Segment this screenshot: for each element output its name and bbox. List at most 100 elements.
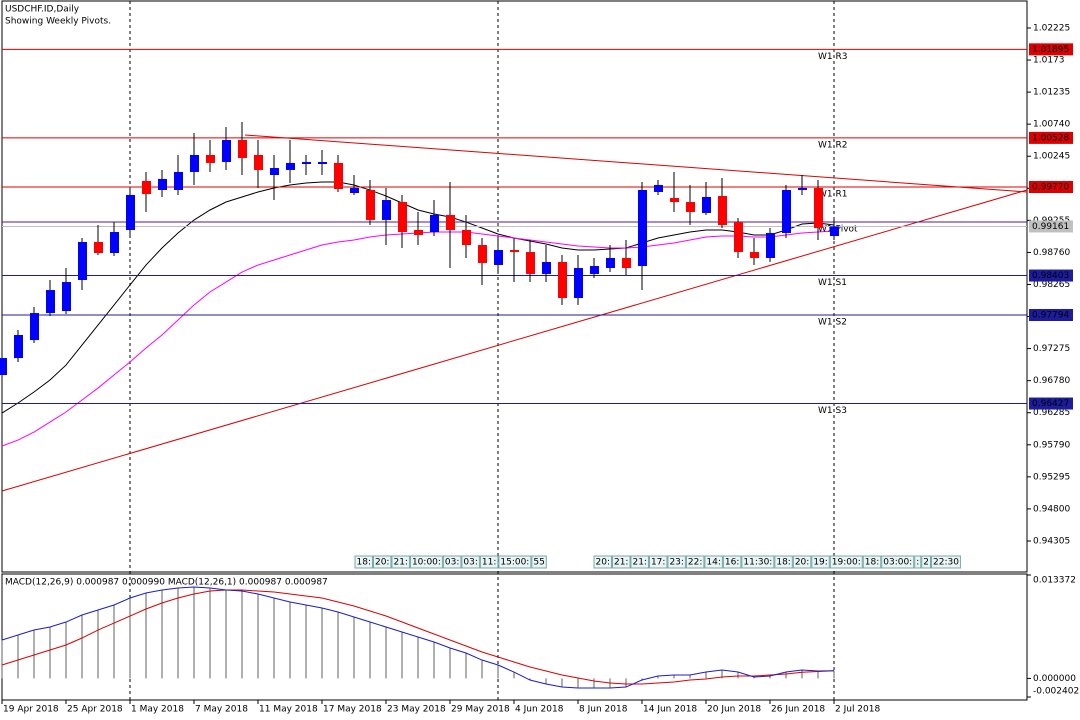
candle-body: [814, 187, 823, 228]
candle-body: [542, 262, 551, 274]
event-label: 19:00:: [832, 558, 861, 568]
macd-line: [1, 589, 835, 685]
candle-body: [590, 266, 599, 274]
trendline: [1, 189, 1028, 492]
x-tick-label: 17 May 2018: [323, 705, 382, 715]
pivot-level-label: W1 R3: [818, 52, 847, 62]
candle-body: [558, 262, 567, 299]
event-label: 10:00:: [412, 558, 441, 568]
event-label: 03:: [445, 558, 459, 568]
event-marker: [479, 555, 499, 569]
candle-body: [206, 154, 215, 163]
candle-body: [766, 232, 775, 258]
y-tick-label: 0.000000: [1033, 674, 1076, 684]
event-marker: [372, 555, 392, 569]
candle-body: [110, 232, 119, 253]
event-marker: [648, 555, 668, 569]
main-panel-frame: [1, 0, 1028, 573]
x-tick-label: 29 May 2018: [451, 705, 510, 715]
event-marker: [611, 555, 631, 569]
x-tick-label: 23 May 2018: [387, 705, 446, 715]
event-label: 20:: [596, 558, 610, 568]
last-price-box: [1029, 220, 1073, 233]
candle-body: [670, 198, 679, 203]
x-tick-label: 25 Apr 2018: [67, 705, 123, 715]
pivot-level-label: W1 R1: [818, 189, 847, 199]
x-tick-label: 20 Jun 2018: [707, 705, 761, 715]
candle-body: [830, 226, 839, 237]
price-box-label: 0.97794: [1032, 310, 1069, 320]
event-marker: [704, 555, 723, 569]
candle-body: [126, 194, 135, 231]
event-marker: [722, 555, 742, 569]
y-tick-label: 1.00740: [1033, 120, 1070, 130]
candle-body: [526, 252, 535, 274]
candle-body: [0, 358, 7, 376]
candle-body: [686, 202, 695, 212]
event-marker: [593, 555, 612, 569]
candle-body: [302, 161, 311, 165]
candle-body: [510, 250, 519, 253]
candle-body: [78, 241, 87, 281]
candle-body: [62, 282, 71, 312]
event-label: 18:: [357, 558, 371, 568]
plot-layer: 1.022251.01731.012351.007401.002450.9975…: [0, 23, 1079, 715]
candle-body: [238, 139, 247, 158]
event-marker: [391, 555, 410, 569]
event-marker: [531, 555, 547, 569]
price-box: [1029, 43, 1073, 56]
candle-body: [190, 154, 199, 172]
x-tick-label: 4 Jun 2018: [515, 705, 564, 715]
y-tick-label: 0.95295: [1033, 472, 1070, 482]
event-label: 19:: [813, 558, 827, 568]
candle-body: [430, 214, 439, 233]
event-label: 23:: [669, 558, 683, 568]
price-box-label: 1.00528: [1032, 133, 1069, 143]
y-tick-label: 0.96285: [1033, 408, 1070, 418]
x-tick-label: 19 Apr 2018: [3, 705, 59, 715]
event-label: 55: [533, 558, 544, 568]
candle-body: [14, 334, 23, 359]
price-box: [1029, 131, 1073, 144]
candle-body: [638, 189, 647, 267]
x-tick-label: 11 May 2018: [259, 705, 318, 715]
y-tick-label: 1.0173: [1033, 56, 1065, 66]
event-label: 11:30:: [743, 558, 772, 568]
y-tick-label: 0.94800: [1033, 504, 1070, 514]
event-label: :: [916, 558, 919, 568]
event-marker: [667, 555, 686, 569]
y-tick-label: 0.97275: [1033, 344, 1070, 354]
y-tick-label: 0.96780: [1033, 376, 1070, 386]
y-tick-label: 1.00245: [1033, 152, 1070, 162]
event-label: 21:: [632, 558, 646, 568]
candle-body: [574, 268, 583, 299]
candle-body: [222, 139, 231, 162]
event-marker: [442, 555, 462, 569]
x-tick-label: 14 Jun 2018: [643, 705, 697, 715]
chart-title: USDCHF.ID,Daily: [5, 5, 80, 15]
candle-body: [350, 187, 359, 194]
candle-body: [334, 162, 343, 190]
price-box-label: 0.99770: [1032, 182, 1069, 192]
event-label: 22:: [688, 558, 702, 568]
candle-body: [270, 168, 279, 176]
candle-body: [494, 250, 503, 265]
candle-body: [798, 187, 807, 190]
last-price-label: 0.99161: [1032, 222, 1069, 232]
event-marker: [829, 555, 863, 569]
pivot-level-label: W1 R2: [818, 140, 847, 150]
candle-body: [254, 154, 263, 170]
x-tick-label: 7 May 2018: [195, 705, 248, 715]
event-label: 17:: [651, 558, 665, 568]
event-marker: [811, 555, 830, 569]
candle-body: [654, 184, 663, 192]
x-tick-label: 26 Jun 2018: [771, 705, 825, 715]
price-box-label: 0.96427: [1032, 399, 1069, 409]
event-marker: [741, 555, 775, 569]
candle-body: [622, 257, 631, 269]
candle-body: [462, 230, 471, 246]
event-label: 15:00:: [500, 558, 529, 568]
price-box: [1029, 397, 1073, 410]
trendline: [244, 134, 1028, 193]
